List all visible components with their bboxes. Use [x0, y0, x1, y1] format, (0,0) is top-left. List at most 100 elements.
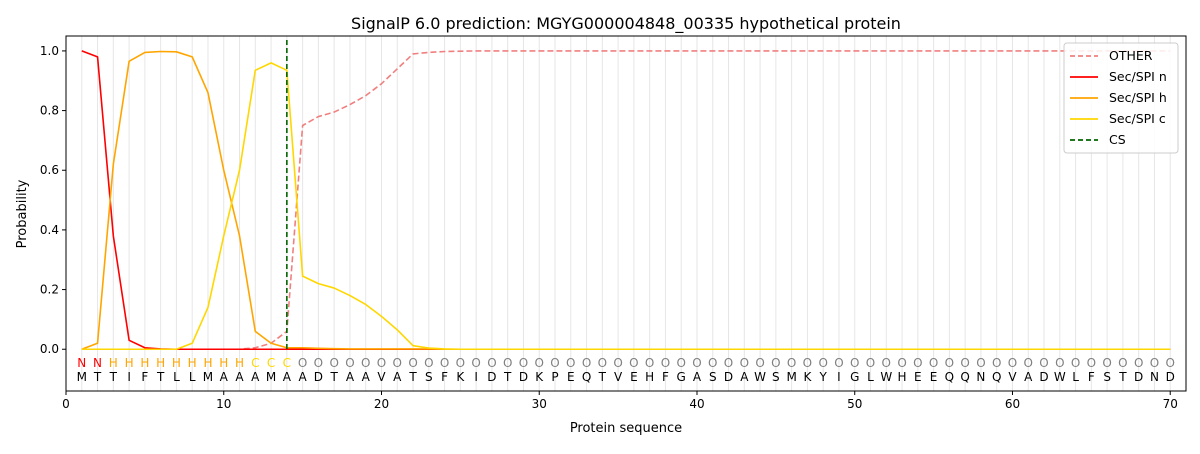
y-tick-label: 0.8 [40, 104, 59, 118]
residue-label: Q [992, 370, 1001, 384]
predicted-label: O [613, 356, 622, 370]
predicted-label: O [645, 356, 654, 370]
residue-label: E [567, 370, 575, 384]
predicted-label: N [77, 356, 86, 370]
residue-label: A [362, 370, 371, 384]
residue-label: K [535, 370, 544, 384]
predicted-label: O [976, 356, 985, 370]
legend-label: Sec/SPI h [1109, 90, 1167, 105]
x-axis-label: Protein sequence [570, 421, 682, 436]
x-tick-label: 30 [532, 397, 547, 411]
predicted-label: C [283, 356, 291, 370]
y-tick-label: 0.2 [40, 283, 59, 297]
predicted-label: C [251, 356, 259, 370]
predicted-label: O [1118, 356, 1127, 370]
predicted-label: O [661, 356, 670, 370]
predicted-label: O [1008, 356, 1017, 370]
predicted-label: O [771, 356, 780, 370]
x-tick-label: 50 [847, 397, 862, 411]
predicted-label: O [929, 356, 938, 370]
residue-label: D [1166, 370, 1175, 384]
predicted-label: C [267, 356, 275, 370]
x-tick-label: 40 [689, 397, 704, 411]
residue-label: T [156, 370, 165, 384]
chart-title: SignalP 6.0 prediction: MGYG000004848_00… [351, 14, 901, 34]
legend-label: CS [1109, 132, 1126, 147]
x-tick-label: 0 [62, 397, 70, 411]
predicted-label: O [1024, 356, 1033, 370]
residue-label: T [503, 370, 512, 384]
residue-label: Y [819, 370, 828, 384]
predicted-label: H [172, 356, 181, 370]
plot-frame [65, 35, 1187, 392]
residue-label: W [880, 370, 892, 384]
series-line-other [81, 50, 1171, 351]
predicted-label: O [345, 356, 354, 370]
predicted-label: O [314, 356, 323, 370]
predicted-label: O [818, 356, 827, 370]
residue-label: F [1088, 370, 1095, 384]
predicted-label: O [503, 356, 512, 370]
residue-label: T [93, 370, 102, 384]
predicted-label: O [1134, 356, 1143, 370]
predicted-label: O [945, 356, 954, 370]
x-tick-label: 60 [1005, 397, 1020, 411]
residue-label: W [754, 370, 766, 384]
residue-label: I [837, 370, 841, 384]
residue-label: Q [960, 370, 969, 384]
axis-layer: 0 10 20 30 40 50 60 70 0.0 0.2 0.4 0.6 0.8 1.0 [40, 44, 1178, 411]
residue-label: L [867, 370, 874, 384]
predicted-label: O [456, 356, 465, 370]
y-tick-label: 0.0 [40, 342, 59, 356]
x-tick-label: 20 [374, 397, 389, 411]
residue-label: I [127, 370, 131, 384]
predicted-label: H [235, 356, 244, 370]
residue-label: L [173, 370, 180, 384]
predicted-label: O [329, 356, 338, 370]
predicted-label: O [1150, 356, 1159, 370]
predicted-label: O [471, 356, 480, 370]
residue-label: T [329, 370, 338, 384]
residue-label: D [519, 370, 528, 384]
predicted-label: O [550, 356, 559, 370]
predicted-label: O [740, 356, 749, 370]
residue-label: A [251, 370, 260, 384]
predicted-label: O [298, 356, 307, 370]
residue-label: A [740, 370, 749, 384]
residue-label: S [709, 370, 717, 384]
residue-label: A [235, 370, 244, 384]
predicted-label: H [188, 356, 197, 370]
predicted-label: O [1165, 356, 1174, 370]
predicted-label: O [803, 356, 812, 370]
x-tick-label: 70 [1163, 397, 1178, 411]
residue-label: W [1054, 370, 1066, 384]
residue-label: M [77, 370, 87, 384]
residue-label: V [1008, 370, 1017, 384]
series-line-sec-spi-c [81, 62, 1171, 351]
y-axis-label: Probability [15, 179, 30, 248]
residue-label: L [189, 370, 196, 384]
residue-label: D [487, 370, 496, 384]
residue-label: H [898, 370, 907, 384]
predicted-label: O [692, 356, 701, 370]
residue-label: H [645, 370, 654, 384]
predicted-label: H [109, 356, 118, 370]
legend-label: Sec/SPI c [1109, 111, 1166, 126]
residue-label: T [1118, 370, 1127, 384]
legend-box [1063, 42, 1179, 154]
sequence-layer: NMNTHTHIHFHTHLHLHMHAHACACMCAOAODOTOAOAOV… [77, 356, 1175, 384]
residue-label: N [976, 370, 985, 384]
predicted-label: O [535, 356, 544, 370]
residue-label: D [1039, 370, 1048, 384]
predicted-label: O [424, 356, 433, 370]
predicted-label: O [1071, 356, 1080, 370]
predicted-label: N [93, 356, 102, 370]
predicted-label: O [598, 356, 607, 370]
predicted-label: O [708, 356, 717, 370]
predicted-label: H [203, 356, 212, 370]
predicted-label: O [676, 356, 685, 370]
predicted-label: O [566, 356, 575, 370]
residue-label: F [662, 370, 669, 384]
predicted-label: O [582, 356, 591, 370]
